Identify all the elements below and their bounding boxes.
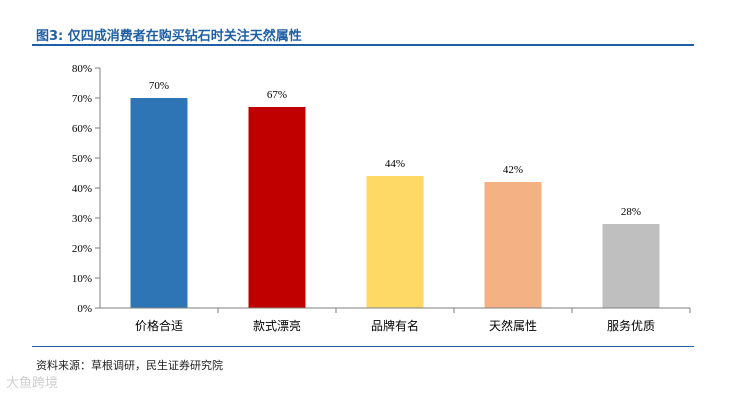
data-label: 28%: [621, 206, 641, 218]
watermark: 大鱼跨境: [6, 376, 59, 391]
y-tick-label: 50%: [72, 153, 92, 165]
title-rule: [32, 44, 694, 46]
y-tick-label: 0%: [77, 303, 92, 315]
y-tick-label: 40%: [72, 183, 92, 195]
x-tick-label: 价格合适: [135, 318, 183, 333]
x-axis: 价格合适 款式漂亮 品牌有名 天然属性 服务优质: [100, 307, 691, 333]
bar: [248, 107, 306, 308]
figure-title: 图3: 仅四成消费者在购买钻石时关注天然属性: [36, 29, 302, 44]
y-axis: 0% 10% 20% 30% 40% 50% 60% 70% 80%: [72, 63, 101, 315]
x-tick-label: 服务优质: [607, 318, 655, 333]
bar-chart: 0% 10% 20% 30% 40% 50% 60% 70% 80% 70% 67% 44% 42% 2…: [72, 63, 691, 333]
bar: [602, 224, 660, 308]
y-tick-label: 10%: [72, 273, 92, 285]
y-tick-label: 70%: [72, 93, 92, 105]
y-tick-label: 20%: [72, 243, 92, 255]
value-labels: 70% 67% 44% 42% 28%: [149, 80, 641, 218]
y-tick-label: 80%: [72, 63, 92, 75]
bars: [130, 98, 660, 308]
bar: [484, 182, 542, 308]
data-label: 67%: [267, 89, 287, 101]
data-label: 44%: [385, 158, 405, 170]
source-note: 资料来源：草根调研，民生证券研究院: [36, 359, 223, 372]
x-tick-label: 款式漂亮: [253, 318, 301, 333]
bar: [366, 176, 424, 308]
data-label: 42%: [503, 164, 523, 176]
data-label: 70%: [149, 80, 169, 92]
bar: [130, 98, 188, 308]
y-tick-label: 60%: [72, 123, 92, 135]
y-tick-label: 30%: [72, 213, 92, 225]
footer-rule: [32, 346, 694, 347]
x-tick-label: 品牌有名: [371, 318, 419, 333]
x-tick-label: 天然属性: [489, 318, 537, 333]
